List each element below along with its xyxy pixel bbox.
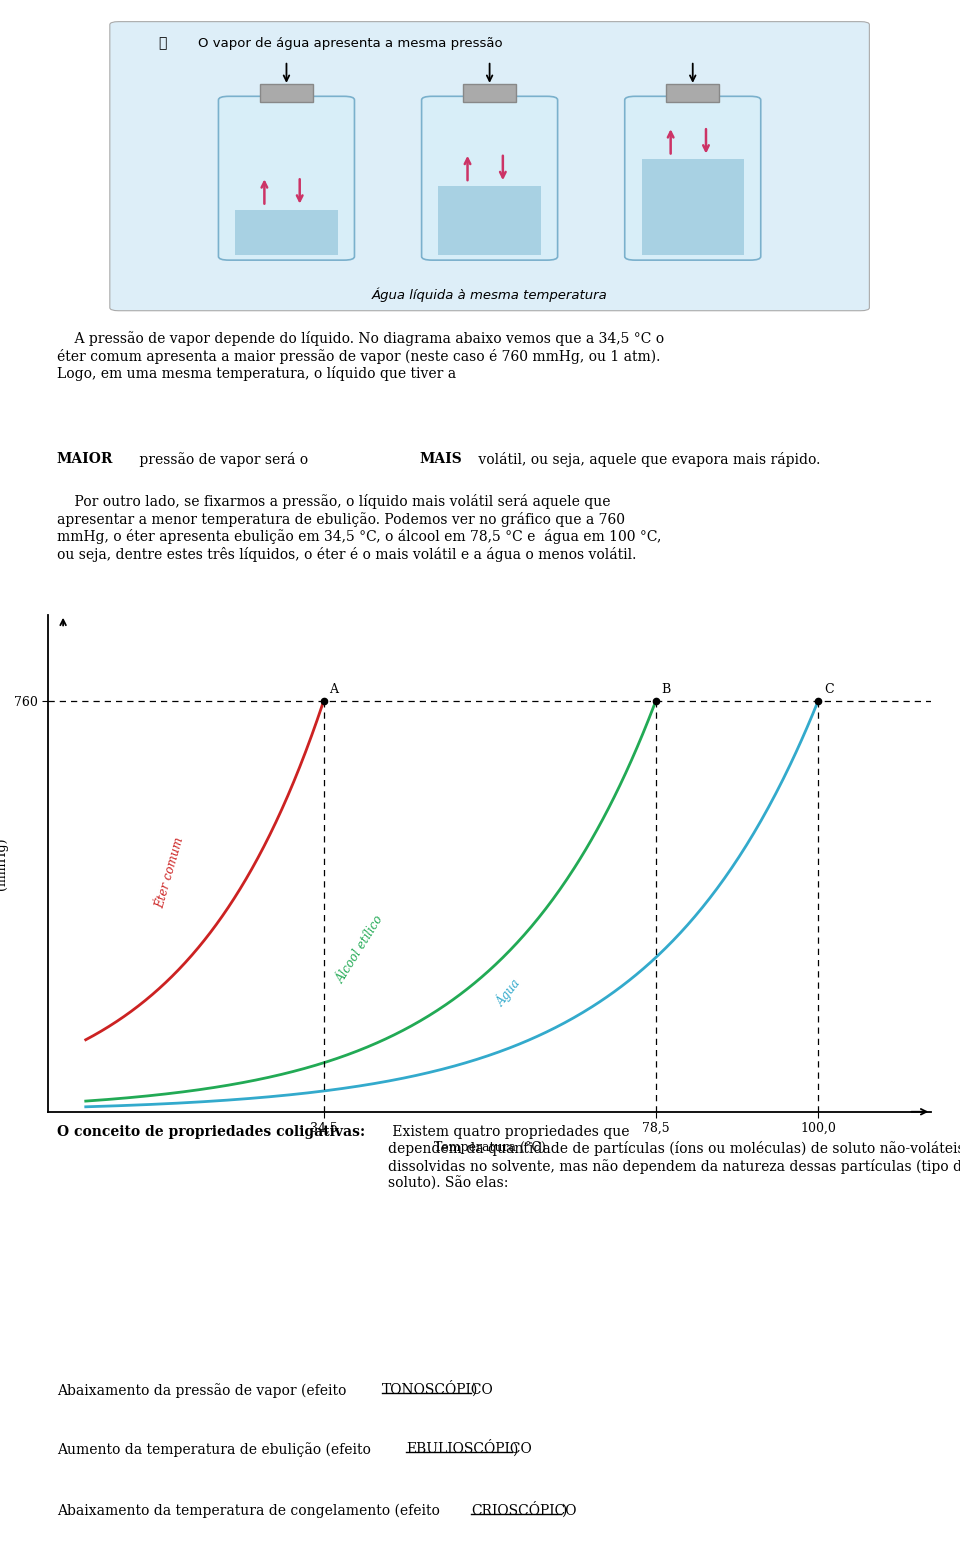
- Text: A pressão de vapor depende do líquido. No diagrama abaixo vemos que a 34,5 °C o
: A pressão de vapor depende do líquido. N…: [57, 331, 664, 381]
- Text: Ⓐ: Ⓐ: [158, 37, 167, 50]
- FancyBboxPatch shape: [260, 84, 313, 101]
- Y-axis label: Pressão de vapor
(mmHg): Pressão de vapor (mmHg): [0, 809, 8, 918]
- Text: Álcool etílico: Álcool etílico: [335, 913, 387, 985]
- Text: volátil, ou seja, aquele que evapora mais rápido.: volátil, ou seja, aquele que evapora mai…: [473, 451, 820, 467]
- Text: O vapor de água apresenta a mesma pressão: O vapor de água apresenta a mesma pressã…: [198, 37, 503, 50]
- FancyBboxPatch shape: [421, 97, 558, 261]
- Text: B: B: [661, 684, 671, 696]
- Text: TONOSCÓPICO: TONOSCÓPICO: [382, 1383, 493, 1397]
- Text: Éter comum: Éter comum: [154, 835, 186, 910]
- Text: pressão de vapor será o: pressão de vapor será o: [134, 451, 312, 467]
- Bar: [439, 186, 540, 254]
- Text: A: A: [329, 684, 339, 696]
- Text: EBULIOSCÓPICO: EBULIOSCÓPICO: [406, 1442, 532, 1456]
- FancyBboxPatch shape: [625, 97, 760, 261]
- Text: Por outro lado, se fixarmos a pressão, o líquido mais volátil será aquele que
ap: Por outro lado, se fixarmos a pressão, o…: [57, 495, 661, 562]
- Text: MAIOR: MAIOR: [57, 451, 113, 465]
- Text: Água: Água: [493, 976, 524, 1010]
- FancyBboxPatch shape: [109, 22, 870, 311]
- Text: CRIOSCÓPICO: CRIOSCÓPICO: [471, 1503, 577, 1517]
- FancyBboxPatch shape: [219, 97, 354, 261]
- Text: ): ): [512, 1442, 517, 1456]
- Text: Abaixamento da temperatura de congelamento (efeito: Abaixamento da temperatura de congelamen…: [57, 1503, 444, 1519]
- Text: Aumento da temperatura de ebulição (efeito: Aumento da temperatura de ebulição (efei…: [57, 1442, 375, 1458]
- Text: MAIS: MAIS: [419, 451, 462, 465]
- X-axis label: Temperatura (°C): Temperatura (°C): [434, 1141, 545, 1154]
- Text: O conceito de propriedades coligativas:: O conceito de propriedades coligativas:: [57, 1125, 365, 1140]
- Text: Existem quatro propriedades que
dependem da quantidade de partículas (íons ou mo: Existem quatro propriedades que dependem…: [388, 1125, 960, 1189]
- FancyBboxPatch shape: [666, 84, 719, 101]
- Text: Abaixamento da pressão de vapor (efeito: Abaixamento da pressão de vapor (efeito: [57, 1383, 350, 1397]
- FancyBboxPatch shape: [463, 84, 516, 101]
- Bar: [235, 209, 338, 254]
- Text: ): ): [471, 1383, 476, 1397]
- Text: C: C: [824, 684, 833, 696]
- Text: Água líquida à mesma temperatura: Água líquida à mesma temperatura: [372, 287, 608, 301]
- Bar: [641, 159, 744, 254]
- Text: ): ): [561, 1503, 566, 1517]
